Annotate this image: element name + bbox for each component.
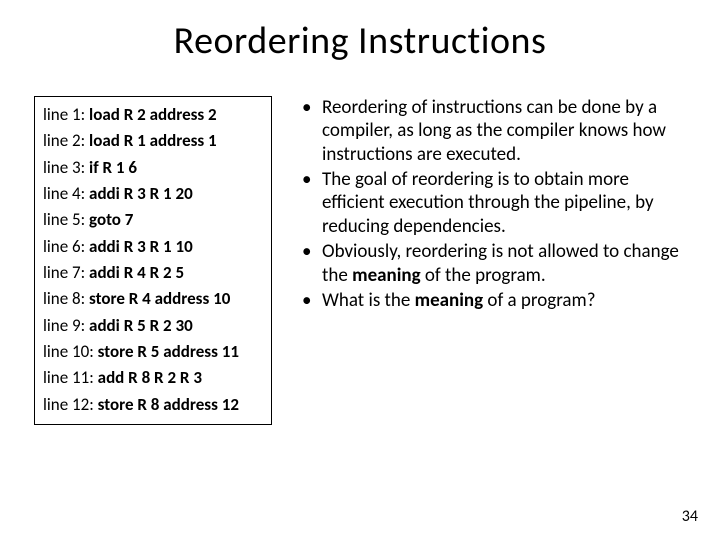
bullet-marker: • <box>300 96 322 166</box>
code-line: line 5: goto 7 <box>43 207 263 233</box>
bullet-text: Obviously, reordering is not allowed to … <box>322 240 692 287</box>
code-line-prefix: line 8: <box>43 288 89 309</box>
code-line-instruction: load R 1 address 1 <box>89 130 217 151</box>
code-line-instruction: load R 2 address 2 <box>89 104 217 125</box>
bullet-list: •Reordering of instructions can be done … <box>300 96 692 314</box>
code-line: line 9: addi R 5 R 2 30 <box>43 313 263 339</box>
code-line-instruction: store R 8 address 12 <box>98 394 239 415</box>
code-line-instruction: store R 4 address 10 <box>89 288 230 309</box>
page-number: 34 <box>682 507 698 526</box>
slide: Reordering Instructions line 1: load R 2… <box>0 0 720 540</box>
bullet-text: What is the meaning of a program? <box>322 289 692 312</box>
code-line-instruction: addi R 3 R 1 10 <box>89 236 193 257</box>
code-line-prefix: line 2: <box>43 130 89 151</box>
code-line-prefix: line 10: <box>43 341 98 362</box>
code-line-prefix: line 12: <box>43 394 98 415</box>
code-line-prefix: line 4: <box>43 183 89 204</box>
code-line: line 4: addi R 3 R 1 20 <box>43 181 263 207</box>
code-line: line 8: store R 4 address 10 <box>43 286 263 312</box>
code-line-prefix: line 9: <box>43 315 89 336</box>
code-line: line 6: addi R 3 R 1 10 <box>43 234 263 260</box>
code-line: line 1: load R 2 address 2 <box>43 102 263 128</box>
code-line-prefix: line 6: <box>43 236 89 257</box>
code-box: line 1: load R 2 address 2line 2: load R… <box>34 96 272 425</box>
code-line: line 10: store R 5 address 11 <box>43 339 263 365</box>
slide-title: Reordering Instructions <box>0 18 720 64</box>
bullet-text: The goal of reordering is to obtain more… <box>322 168 692 238</box>
code-line-instruction: if R 1 6 <box>89 157 137 178</box>
bullet-item: •What is the meaning of a program? <box>300 289 692 312</box>
bullet-item: •Reordering of instructions can be done … <box>300 96 692 166</box>
code-line: line 12: store R 8 address 12 <box>43 392 263 418</box>
code-line: line 7: addi R 4 R 2 5 <box>43 260 263 286</box>
code-line-instruction: addi R 4 R 2 5 <box>89 262 184 283</box>
code-line: line 11: add R 8 R 2 R 3 <box>43 365 263 391</box>
code-line: line 3: if R 1 6 <box>43 155 263 181</box>
bullet-item: •Obviously, reordering is not allowed to… <box>300 240 692 287</box>
code-line-instruction: addi R 5 R 2 30 <box>89 315 193 336</box>
code-line-prefix: line 7: <box>43 262 89 283</box>
bullet-marker: • <box>300 289 322 312</box>
code-line-instruction: add R 8 R 2 R 3 <box>98 367 202 388</box>
code-line: line 2: load R 1 address 1 <box>43 128 263 154</box>
bullet-text: Reordering of instructions can be done b… <box>322 96 692 166</box>
code-line-instruction: store R 5 address 11 <box>98 341 239 362</box>
code-line-prefix: line 11: <box>43 367 98 388</box>
code-line-instruction: addi R 3 R 1 20 <box>89 183 193 204</box>
code-line-prefix: line 3: <box>43 157 89 178</box>
code-line-instruction: goto 7 <box>89 209 133 230</box>
code-line-prefix: line 5: <box>43 209 89 230</box>
bullet-marker: • <box>300 168 322 238</box>
bullet-item: •The goal of reordering is to obtain mor… <box>300 168 692 238</box>
code-line-prefix: line 1: <box>43 104 89 125</box>
bullet-marker: • <box>300 240 322 287</box>
